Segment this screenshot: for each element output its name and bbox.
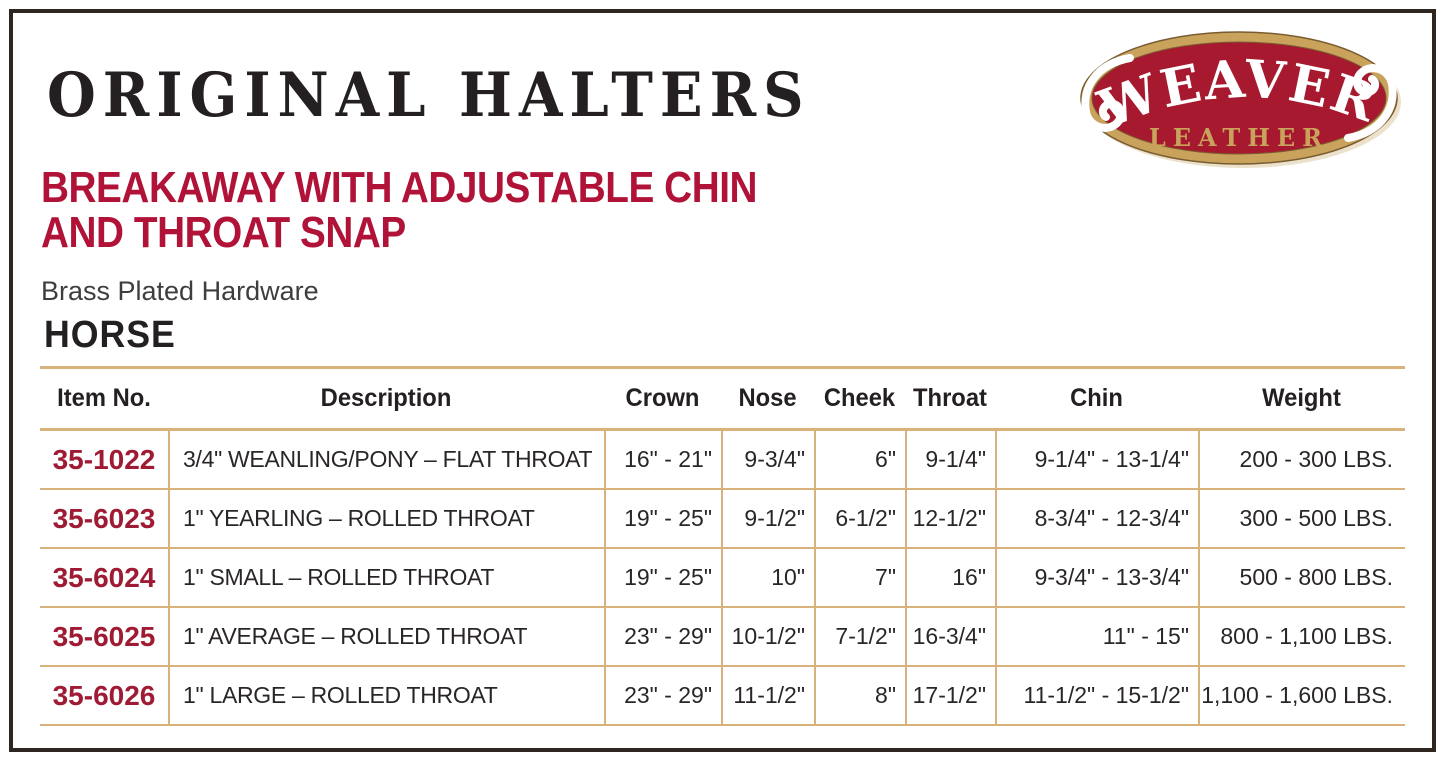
page-title: ORIGINAL HALTERS [47,60,811,132]
cell-chin: 8-3/4" - 12-3/4" [995,490,1198,547]
cell-crown: 16" - 21" [604,431,721,488]
cell-weight: 800 - 1,100 LBS. [1198,608,1405,665]
cell-item-no: 35-6025 [52,620,156,652]
cell-throat: 9-1/4" [905,431,995,488]
cell-item-no: 35-6024 [52,561,156,593]
spec-table: Item No. Description Crown Nose Cheek Th… [40,366,1405,726]
col-header-weight: Weight [1262,384,1341,412]
col-header-nose: Nose [738,384,797,412]
col-header-chin: Chin [1070,384,1123,412]
cell-crown: 19" - 25" [604,490,721,547]
cell-cheek: 8" [814,667,905,724]
cell-throat: 16" [905,549,995,606]
cell-item-no: 35-6023 [52,502,156,534]
cell-throat: 16-3/4" [905,608,995,665]
logo-right-scroll [1344,64,1397,142]
cell-nose: 10" [721,549,814,606]
weaver-leather-logo-icon: WEAVER LEATHER [1072,20,1406,178]
col-header-description: Description [320,384,452,412]
cell-chin: 9-3/4" - 13-3/4" [995,549,1198,606]
cell-nose: 9-3/4" [721,431,814,488]
subtitle-line-1: BREAKAWAY WITH ADJUSTABLE CHIN [41,163,758,212]
cell-throat: 12-1/2" [905,490,995,547]
logo-red-oval [1091,41,1387,155]
cell-cheek: 6" [814,431,905,488]
cell-item-no: 35-1022 [52,443,156,475]
cell-crown: 23" - 29" [604,608,721,665]
cell-cheek: 7-1/2" [814,608,905,665]
table-header-row: Item No. Description Crown Nose Cheek Th… [40,369,1405,431]
cell-item-no: 35-6026 [52,679,156,711]
cell-description: 1" LARGE – ROLLED THROAT [168,667,604,724]
hardware-note: Brass Plated Hardware [41,276,319,306]
product-subtitle: BREAKAWAY WITH ADJUSTABLE CHIN AND THROA… [41,163,758,257]
logo-leather-text: LEATHER [1149,123,1329,152]
section-label-horse: HORSE [44,314,176,356]
cell-description: 1" YEARLING – ROLLED THROAT [168,490,604,547]
cell-chin: 11" - 15" [995,608,1198,665]
cell-cheek: 7" [814,549,905,606]
cell-chin: 11-1/2" - 15-1/2" [995,667,1198,724]
cell-chin: 9-1/4" - 13-1/4" [995,431,1198,488]
cell-weight: 1,100 - 1,600 LBS. [1198,667,1405,724]
col-header-cheek: Cheek [823,384,896,412]
cell-crown: 19" - 25" [604,549,721,606]
cell-weight: 200 - 300 LBS. [1198,431,1405,488]
cell-weight: 300 - 500 LBS. [1198,490,1405,547]
logo-left-scroll [1081,54,1134,132]
col-header-crown: Crown [625,384,700,412]
col-header-throat: Throat [913,384,987,412]
cell-crown: 23" - 29" [604,667,721,724]
subtitle-line-2: AND THROAT SNAP [41,208,406,257]
cell-description: 1" AVERAGE – ROLLED THROAT [168,608,604,665]
cell-description: 3/4" WEANLING/PONY – FLAT THROAT [168,431,604,488]
table-row: 35-1022 3/4" WEANLING/PONY – FLAT THROAT… [40,431,1405,490]
cell-nose: 10-1/2" [721,608,814,665]
table-row: 35-6026 1" LARGE – ROLLED THROAT 23" - 2… [40,667,1405,726]
cell-weight: 500 - 800 LBS. [1198,549,1405,606]
table-row: 35-6023 1" YEARLING – ROLLED THROAT 19" … [40,490,1405,549]
cell-nose: 9-1/2" [721,490,814,547]
cell-cheek: 6-1/2" [814,490,905,547]
cell-description: 1" SMALL – ROLLED THROAT [168,549,604,606]
col-header-item-no: Item No. [57,384,151,412]
table-row: 35-6025 1" AVERAGE – ROLLED THROAT 23" -… [40,608,1405,667]
cell-nose: 11-1/2" [721,667,814,724]
cell-throat: 17-1/2" [905,667,995,724]
table-row: 35-6024 1" SMALL – ROLLED THROAT 19" - 2… [40,549,1405,608]
